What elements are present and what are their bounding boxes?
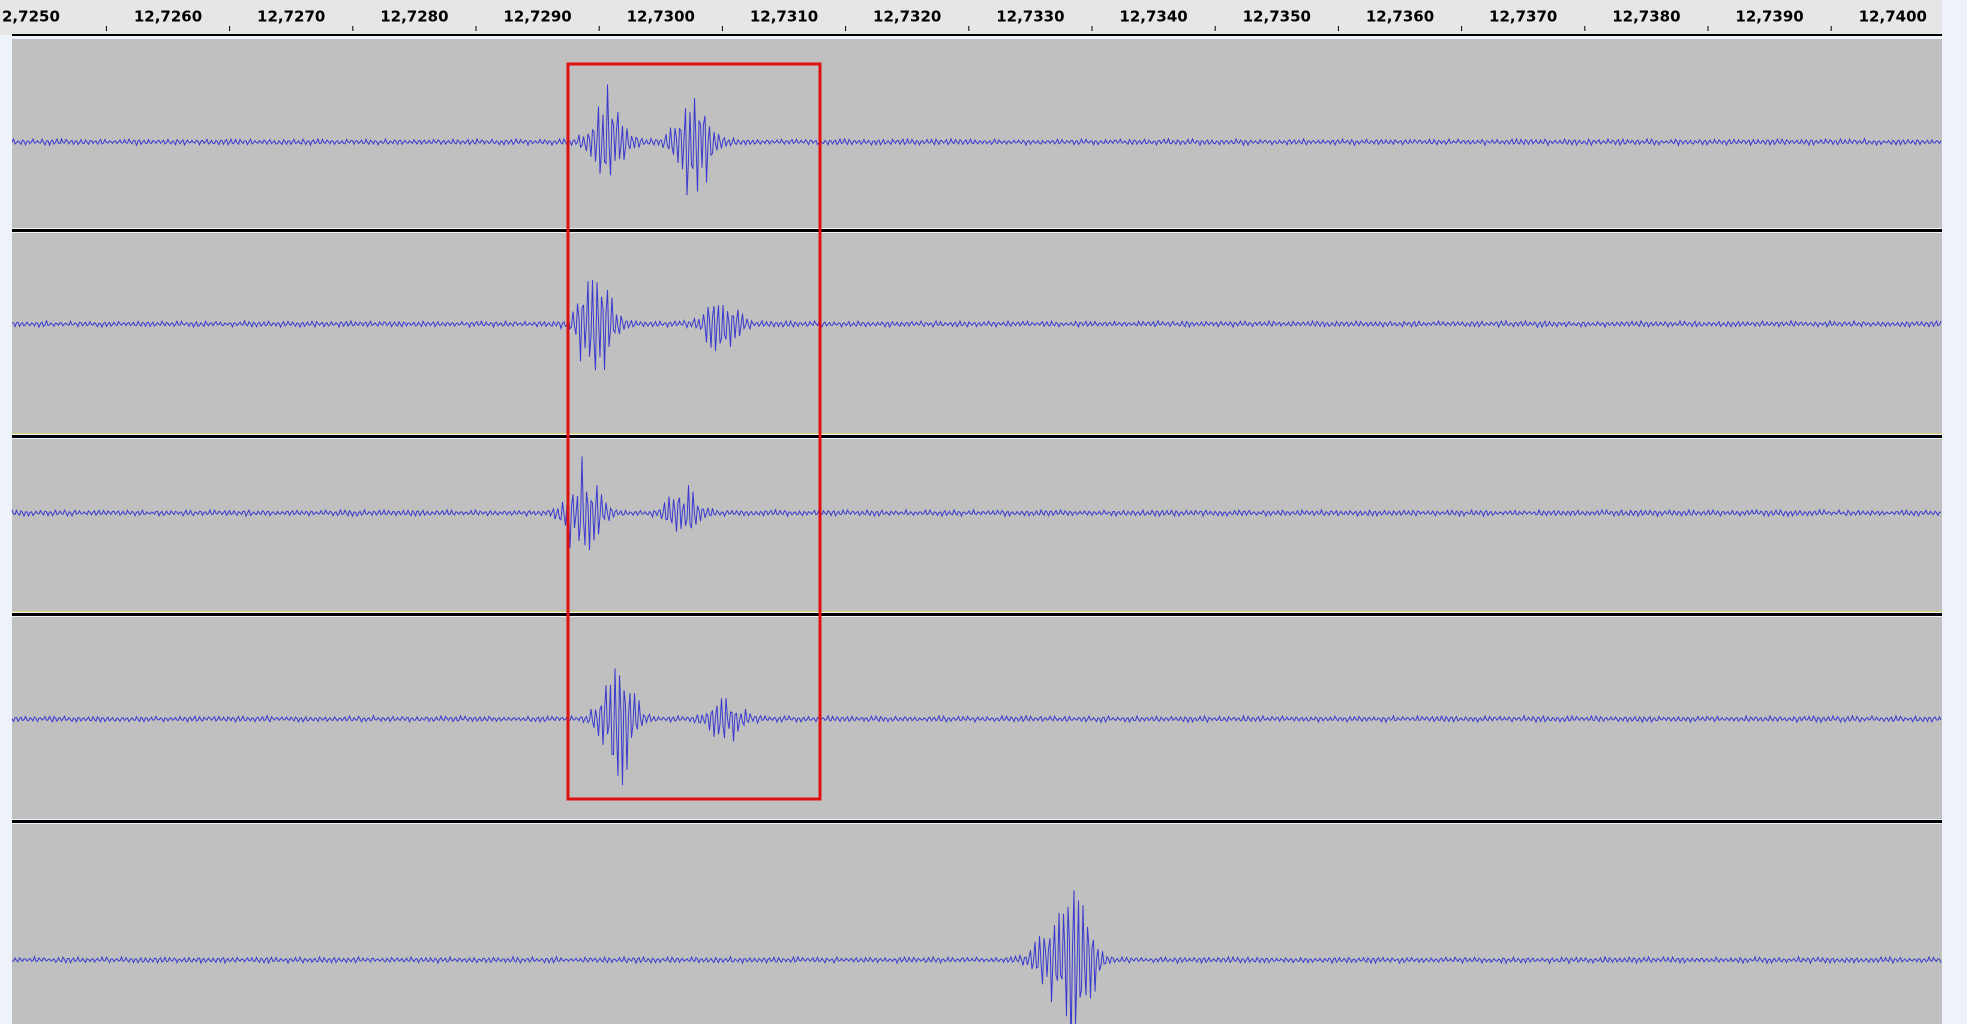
- track: [12, 824, 1942, 1024]
- ruler-label: 12,7370: [1489, 8, 1557, 26]
- ruler-label: 12,7360: [1366, 8, 1434, 26]
- ruler-label: 12,7300: [627, 8, 695, 26]
- selection-box: [566, 62, 822, 801]
- ruler-label: 12,7380: [1612, 8, 1680, 26]
- waveform: [11, 668, 1942, 786]
- ruler-labels: 2,7250 12,7260 12,7270 12,7280 12,7290 12,730…: [2, 8, 1942, 36]
- ruler-label: 12,7350: [1243, 8, 1311, 26]
- waveform: [11, 890, 1942, 1024]
- waveform: [11, 84, 1942, 196]
- ruler-label: 2,7250: [2, 8, 60, 26]
- track: [12, 439, 1942, 612]
- ruler-label: 12,7310: [750, 8, 818, 26]
- ruler-label: 12,7340: [1119, 8, 1187, 26]
- ruler-label: 12,7400: [1859, 8, 1927, 26]
- ruler-label: 12,7320: [873, 8, 941, 26]
- waveform: [11, 456, 1942, 551]
- ruler-label: 12,7330: [996, 8, 1064, 26]
- track: [12, 39, 1942, 228]
- ruler-label: 12,7390: [1735, 8, 1803, 26]
- ruler-label: 12,7270: [257, 8, 325, 26]
- timeline-ruler: [0, 0, 1942, 35]
- track: [12, 233, 1942, 434]
- waveform: [11, 279, 1942, 371]
- ruler-label: 12,7290: [503, 8, 571, 26]
- tracks: [11, 39, 1942, 1024]
- ruler-label: 12,7280: [380, 8, 448, 26]
- ruler-label: 12,7260: [134, 8, 202, 26]
